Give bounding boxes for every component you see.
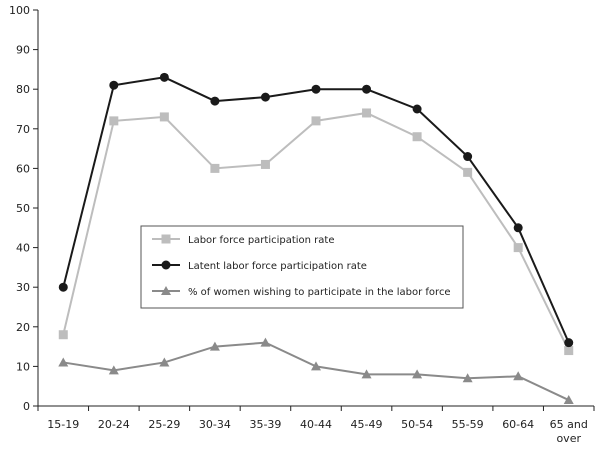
data-point xyxy=(260,159,270,169)
data-point xyxy=(210,96,220,106)
y-tick-label: 60 xyxy=(16,162,30,175)
data-point xyxy=(260,92,270,102)
legend-label: Latent labor force participation rate xyxy=(188,261,367,272)
legend: Labor force participation rate Latent lab… xyxy=(140,225,464,309)
y-tick-label: 100 xyxy=(9,4,30,17)
y-tick-label: 80 xyxy=(16,83,30,96)
legend-box xyxy=(140,225,464,309)
y-tick-label: 70 xyxy=(16,123,30,136)
x-tick-label: 15-19 xyxy=(47,418,79,431)
data-point xyxy=(159,112,169,122)
y-tick-label: 20 xyxy=(16,321,30,334)
x-tick-label: 65 and xyxy=(550,418,588,431)
data-point xyxy=(311,84,321,94)
legend-label: Labor force participation rate xyxy=(188,235,335,246)
legend-marker xyxy=(161,234,171,244)
data-point xyxy=(412,369,423,379)
legend-items: Labor force participation rate Latent lab… xyxy=(152,234,451,298)
legend-label: % of women wishing to participate in the… xyxy=(188,287,451,298)
x-tick-label: 30-34 xyxy=(199,418,231,431)
data-point xyxy=(463,152,473,162)
x-tick-label: 20-24 xyxy=(98,418,130,431)
data-point xyxy=(159,357,170,367)
y-tick-label: 10 xyxy=(16,360,30,373)
legend-item: Labor force participation rate xyxy=(152,234,335,246)
y-tick-label: 30 xyxy=(16,281,30,294)
data-point xyxy=(311,116,321,126)
series-line xyxy=(63,341,570,401)
data-point xyxy=(513,243,523,253)
series-2 xyxy=(58,72,574,348)
x-tick-label: 40-44 xyxy=(300,418,332,431)
y-tick-label: 90 xyxy=(16,44,30,57)
data-point xyxy=(159,72,169,82)
data-point xyxy=(109,80,119,90)
legend-item: % of women wishing to participate in the… xyxy=(152,286,451,298)
x-tick-label: 25-29 xyxy=(148,418,180,431)
data-point xyxy=(109,116,119,126)
data-point xyxy=(58,330,68,340)
data-point xyxy=(513,371,524,381)
data-point xyxy=(108,365,119,375)
y-tick-label: 40 xyxy=(16,242,30,255)
data-point xyxy=(412,132,422,142)
data-point xyxy=(58,357,69,367)
x-tick-label: 35-39 xyxy=(249,418,281,431)
data-point xyxy=(210,163,220,173)
data-point xyxy=(311,361,321,371)
data-point xyxy=(362,84,372,94)
series-layer xyxy=(58,72,574,405)
data-point xyxy=(260,337,271,347)
data-point xyxy=(412,104,422,114)
x-axis-ticks: 15-19 20-24 25-29 30-34 35-39 40-44 45-49 50-54… xyxy=(37,406,595,445)
y-axis-ticks: 0 10 20 30 40 50 60 70 80 90 100 xyxy=(9,4,38,413)
legend-marker xyxy=(161,286,171,295)
data-point xyxy=(513,223,523,233)
data-point xyxy=(462,373,473,383)
series-1 xyxy=(58,108,574,356)
data-point xyxy=(362,108,372,118)
x-tick-label: 60-64 xyxy=(502,418,534,431)
x-tick-label: over xyxy=(556,432,581,445)
axes xyxy=(37,10,594,407)
data-point xyxy=(564,346,574,356)
y-tick-label: 50 xyxy=(16,202,30,215)
data-point xyxy=(58,282,68,292)
data-point xyxy=(463,167,473,177)
y-tick-label: 0 xyxy=(23,400,30,413)
data-point xyxy=(563,395,574,405)
data-point xyxy=(564,338,574,348)
x-tick-label: 55-59 xyxy=(452,418,484,431)
data-point xyxy=(209,341,220,351)
series-3 xyxy=(58,337,574,405)
x-tick-label: 45-49 xyxy=(351,418,383,431)
legend-marker xyxy=(161,260,171,270)
x-tick-label: 50-54 xyxy=(401,418,433,431)
data-point xyxy=(361,369,372,379)
legend-item: Latent labor force participation rate xyxy=(152,260,367,272)
